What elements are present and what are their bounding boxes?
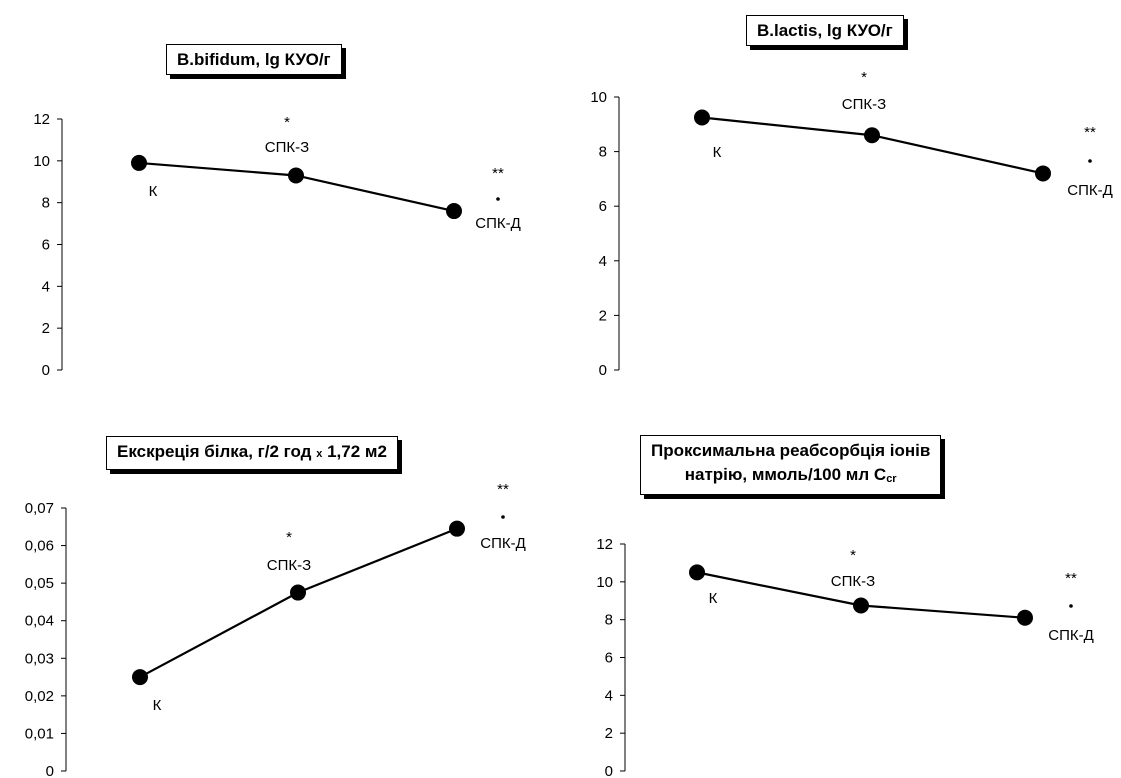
chart1-data-point: [131, 154, 147, 171]
chart2-title: B.lactis, lg КУО/г: [746, 15, 904, 46]
chart3-category-label: СПК-Д: [480, 535, 526, 552]
chart1-y-tick-label: 0: [42, 362, 50, 379]
chart2-y-tick-label: 4: [599, 253, 607, 270]
chart2-y-tick-label: 8: [599, 144, 607, 161]
chart3-y-tick-label: 0,03: [25, 650, 54, 667]
chart3-y-tick-label: 0: [46, 763, 54, 778]
chart3-y-tick-label: 0,01: [25, 725, 54, 742]
chart4-y-tick-label: 12: [596, 536, 613, 553]
chart3-category-label: К: [153, 697, 162, 714]
chart4-y-tick-label: 10: [596, 574, 613, 591]
chart4-small-dot: [1069, 604, 1073, 608]
chart1-y-tick-label: 2: [42, 320, 50, 337]
chart3-title: Екскреція білка, г/2 год x 1,72 м2: [106, 436, 398, 470]
chart3-small-dot: [501, 515, 505, 519]
chart3-y-tick-label: 0,07: [25, 500, 54, 517]
chart2-category-label: К: [713, 144, 722, 161]
chart1-category-label: СПК-З: [265, 139, 309, 156]
chart3-significance-mark: **: [497, 481, 509, 498]
chart4-y-tick-label: 8: [605, 612, 613, 629]
chart1-data-point: [288, 167, 304, 184]
chart2-data-point: [694, 109, 710, 126]
chart1-y-tick-label: 12: [33, 111, 50, 128]
chart2-category-label: СПК-Д: [1067, 182, 1113, 199]
chart4-significance-mark: **: [1065, 570, 1077, 587]
chart2-category-label: СПК-З: [842, 96, 886, 113]
chart3-series-line: [139, 527, 458, 679]
chart2-y-tick-label: 0: [599, 362, 607, 379]
chart3-significance-mark: *: [286, 529, 292, 546]
chart4-y-tick-label: 2: [605, 725, 613, 742]
chart4-y-tick-label: 0: [605, 763, 613, 778]
chart1-significance-mark: *: [284, 114, 290, 131]
chart3-data-point: [290, 584, 306, 601]
chart4-y-tick-label: 4: [605, 687, 613, 704]
chart4-category-label: К: [709, 590, 718, 607]
chart2-y-tick-label: 10: [590, 89, 607, 106]
chart2-series-line: [701, 116, 1044, 175]
chart2-y-tick-label: 2: [599, 307, 607, 324]
chart4-category-label: СПК-Д: [1048, 627, 1094, 644]
chart4-data-point: [1017, 609, 1033, 626]
chart3-data-point: [449, 520, 465, 537]
chart4-title: Проксимальна реабсорбція іонів натрію, м…: [640, 435, 942, 495]
chart2-small-dot: [1088, 159, 1092, 163]
chart4-data-point: [853, 597, 869, 614]
chart4-category-label: СПК-З: [831, 573, 875, 590]
chart2-significance-mark: *: [861, 69, 867, 86]
chart3-y-tick-label: 0,06: [25, 538, 54, 555]
chart2-y-tick-label: 6: [599, 198, 607, 215]
chart1-y-tick-label: 6: [42, 237, 50, 254]
chart1-y-tick-label: 8: [42, 195, 50, 212]
chart3-y-tick-label: 0,04: [25, 613, 54, 630]
chart1-y-tick-label: 10: [33, 153, 50, 170]
chart4-data-point: [689, 564, 705, 581]
chart3-category-label: СПК-З: [267, 557, 311, 574]
chart1-small-dot: [496, 197, 500, 201]
chart1-significance-mark: **: [492, 165, 504, 182]
chart3-y-tick-label: 0,02: [25, 688, 54, 705]
chart1-category-label: К: [149, 183, 158, 200]
chart4-y-tick-label: 6: [605, 650, 613, 667]
chart3-y-tick-label: 0,05: [25, 575, 54, 592]
chart1-y-tick-label: 4: [42, 278, 50, 295]
chart1-category-label: СПК-Д: [475, 215, 521, 232]
chart1-data-point: [446, 203, 462, 220]
chart2-data-point: [864, 127, 880, 144]
chart3-data-point: [132, 669, 148, 686]
chart2-significance-mark: **: [1084, 124, 1096, 141]
chart2-data-point: [1035, 165, 1051, 182]
chart1-title: B.bifidum, lg КУО/г: [166, 44, 342, 75]
chart4-significance-mark: *: [850, 547, 856, 564]
